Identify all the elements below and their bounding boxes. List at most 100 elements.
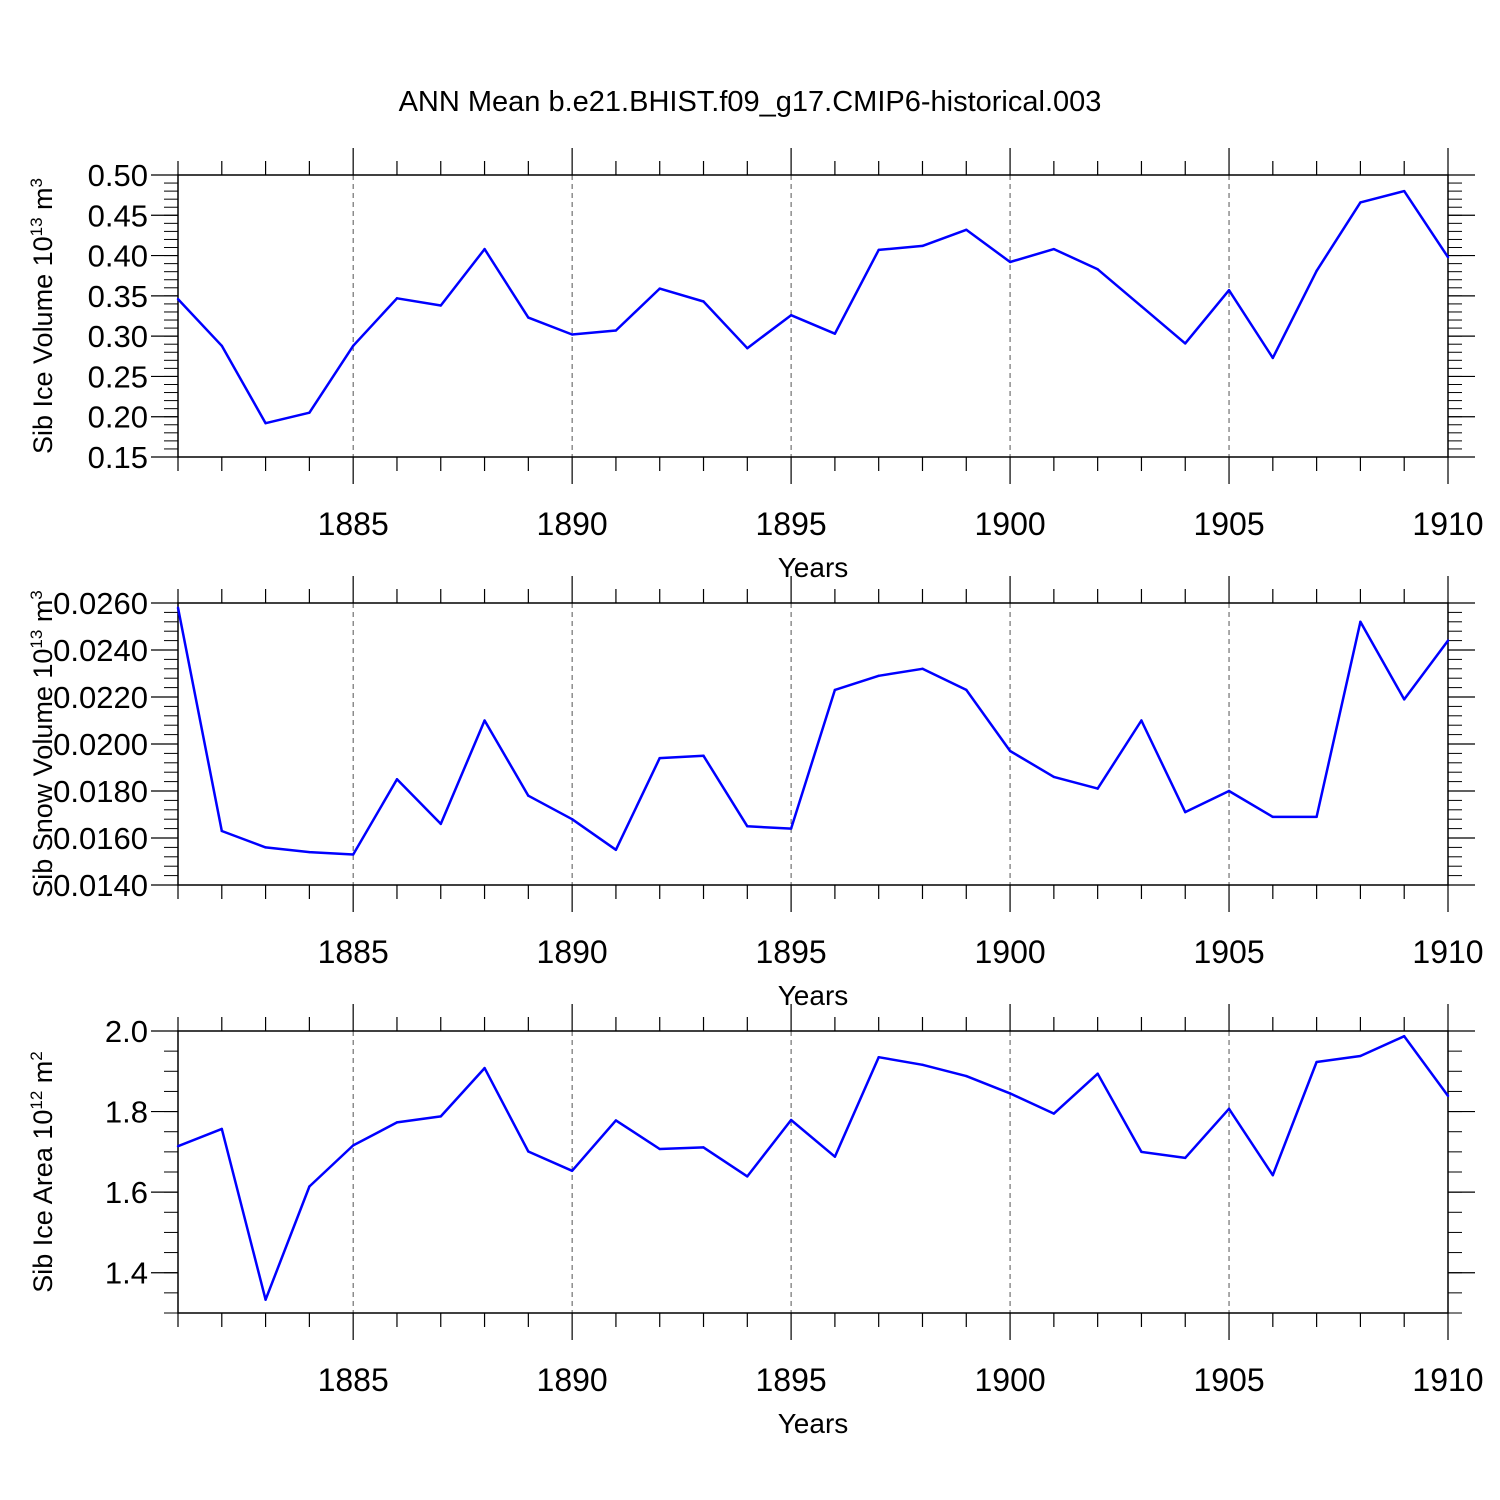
data-point	[789, 1118, 793, 1122]
y-tick-label: 0.20	[88, 400, 148, 435]
data-point	[1315, 1060, 1318, 1064]
data-point	[658, 756, 661, 760]
data-point	[1446, 1094, 1450, 1098]
data-point	[746, 347, 749, 350]
y-tick-label: 2.0	[105, 1014, 148, 1049]
panel-2: 0.0140 0.0160 0.0180 0.0200 0.0220 0.0240 0.02…	[27, 576, 1484, 1011]
data-point	[614, 848, 618, 851]
y-tick-label: 0.35	[88, 279, 148, 314]
data-point	[1096, 1072, 1099, 1075]
y-axis-label: Sib Ice Volume 1013 m3	[27, 178, 58, 454]
y-tick-label: 0.0180	[53, 774, 148, 809]
data-point	[921, 244, 924, 248]
data-point	[220, 829, 223, 833]
x-tick-label: 1905	[1193, 1362, 1264, 1398]
data-point	[746, 825, 749, 828]
panel-3: 1.4 1.6 1.8 2.0 1885 1890 1895 1900 1905 1910 Year…	[27, 1004, 1484, 1439]
data-point	[483, 719, 486, 722]
data-point	[308, 1185, 311, 1188]
x-tick-label: 1910	[1412, 1362, 1483, 1398]
x-axis-label: Years	[778, 1408, 849, 1439]
data-point	[658, 1147, 661, 1151]
data-point	[1184, 1156, 1187, 1160]
x-tick-label: 1890	[537, 934, 608, 970]
data-point	[833, 1155, 837, 1158]
data-point	[1008, 260, 1012, 264]
data-point	[1446, 639, 1450, 642]
data-point	[1140, 305, 1143, 308]
data-line-series	[176, 607, 1450, 856]
x-axis-label: Years	[778, 552, 849, 583]
data-point	[1271, 1174, 1275, 1177]
data-point	[527, 316, 530, 319]
panel-1: 0.15 0.20 0.25 0.30 0.35 0.40 0.45 0.50 1885 1890…	[27, 148, 1484, 583]
data-point	[1184, 810, 1187, 814]
data-point	[176, 606, 180, 609]
data-point	[570, 1169, 574, 1172]
data-point	[527, 1150, 530, 1153]
data-point	[264, 846, 267, 849]
data-point	[1008, 749, 1012, 753]
data-point	[1052, 1112, 1056, 1115]
data-point	[220, 344, 223, 348]
data-point	[1096, 787, 1099, 790]
y-tick-label: 0.0240	[53, 633, 148, 668]
data-point	[570, 333, 574, 336]
data-point	[702, 754, 705, 757]
data-point	[351, 344, 355, 348]
data-point	[789, 313, 793, 317]
x-tick-label: 1910	[1412, 506, 1483, 542]
data-point	[1140, 1150, 1143, 1154]
y-tick-label: 0.0200	[53, 727, 148, 762]
x-tick-label: 1910	[1412, 934, 1483, 970]
y-tick-label: 0.0160	[53, 821, 148, 856]
data-point	[1271, 815, 1275, 819]
data-point	[1052, 775, 1056, 779]
y-axis-label-unit: m	[28, 600, 58, 630]
y-tick-label: 0.50	[88, 158, 148, 193]
data-point	[1359, 620, 1362, 623]
data-point	[570, 818, 574, 821]
y-tick-label: 0.15	[88, 440, 148, 475]
data-point	[1227, 789, 1231, 793]
data-point	[351, 1144, 355, 1147]
data-point	[833, 688, 837, 692]
x-tick-label: 1885	[318, 934, 389, 970]
data-point	[439, 1115, 442, 1118]
y-tick-label: 1.4	[105, 1256, 148, 1291]
data-point	[1359, 201, 1362, 204]
data-point	[395, 1121, 399, 1124]
x-tick-label: 1890	[537, 1362, 608, 1398]
data-point	[965, 228, 968, 231]
data-point	[702, 1146, 705, 1149]
data-point	[527, 794, 530, 797]
y-axis-label-text: Sib Ice Area 10	[28, 1110, 58, 1293]
data-point	[308, 850, 311, 854]
data-point	[921, 1063, 924, 1067]
x-tick-label: 1885	[318, 1362, 389, 1398]
y-tick-label: 0.30	[88, 319, 148, 354]
y-tick-label: 0.0260	[53, 586, 148, 621]
plot-frame	[177, 174, 1449, 458]
x-tick-label: 1905	[1193, 506, 1264, 542]
data-point	[351, 853, 355, 856]
data-point	[176, 297, 180, 301]
y-axis-label-exponent: 13	[27, 630, 46, 649]
y-axis-label-text: Sib Ice Volume 10	[28, 236, 58, 454]
y-tick-label: 0.25	[88, 359, 148, 394]
data-point	[877, 1055, 880, 1059]
y-axis-label: Sib Snow Volume 1013 m3	[27, 590, 58, 898]
x-tick-label: 1905	[1193, 934, 1264, 970]
x-tick-label: 1885	[318, 506, 389, 542]
data-point	[1403, 698, 1406, 701]
data-point	[789, 827, 793, 830]
data-line-series	[177, 189, 1450, 425]
data-point	[746, 1175, 749, 1178]
y-axis-label-unit: m	[28, 1061, 58, 1091]
data-point	[1096, 268, 1099, 271]
data-point	[965, 1074, 968, 1078]
data-point	[176, 1145, 180, 1148]
y-tick-label: 1.6	[105, 1175, 148, 1210]
data-point	[1271, 356, 1275, 360]
y-axis-label-unit: m	[28, 187, 58, 217]
